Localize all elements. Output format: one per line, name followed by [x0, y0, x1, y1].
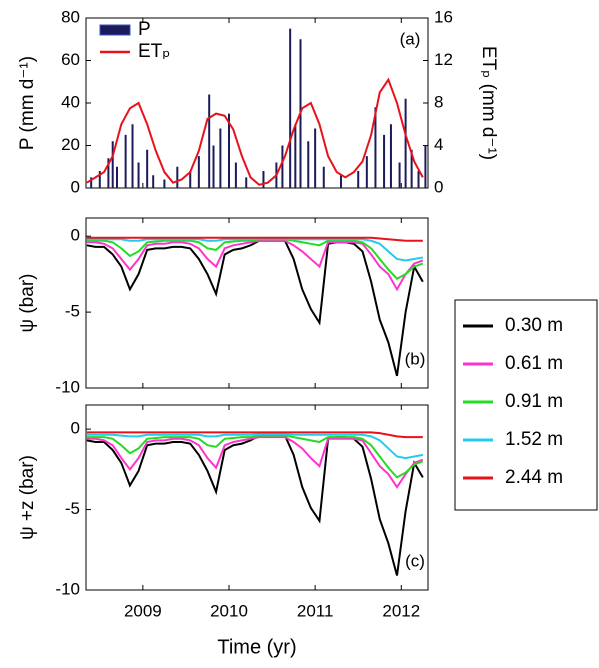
bar	[383, 134, 386, 188]
bar	[131, 124, 134, 188]
bar	[245, 177, 248, 188]
line-series	[86, 236, 423, 242]
bar	[357, 171, 360, 188]
legend-box	[454, 299, 598, 511]
y-tick-label: -5	[65, 499, 80, 518]
line-series	[86, 432, 424, 460]
panel-label: (a)	[400, 29, 421, 48]
bar	[262, 171, 265, 188]
y-tick-label: 60	[61, 50, 80, 69]
y-tick-label: 0	[71, 226, 80, 245]
x-tick-label: 2009	[124, 601, 162, 620]
bar	[234, 162, 237, 188]
bar	[289, 28, 292, 188]
plot-frame	[85, 217, 429, 389]
line-series	[86, 431, 423, 439]
legend-swatch	[99, 24, 131, 36]
y-axis-label: ψ (bar)	[17, 274, 38, 333]
bar	[189, 171, 192, 188]
bar	[107, 158, 110, 188]
y2-tick-label: 16	[434, 7, 453, 26]
panel-label: (b)	[405, 349, 426, 368]
bar	[176, 166, 179, 188]
bar	[98, 171, 101, 188]
plot-area	[86, 28, 427, 188]
bar	[404, 98, 407, 188]
panel-label: (c)	[405, 551, 425, 570]
x-tick-label: 2011	[297, 601, 334, 620]
plot-area	[86, 431, 424, 576]
bar	[410, 149, 413, 188]
y2-tick-label: 12	[434, 50, 453, 69]
bar	[322, 166, 325, 188]
bar	[281, 145, 284, 188]
bar	[212, 145, 215, 188]
legend-label: 1.52 m	[505, 429, 563, 450]
bar	[146, 149, 149, 188]
bar	[374, 107, 377, 188]
bar	[111, 141, 114, 188]
bar	[116, 166, 119, 188]
legend-label: 0.30 m	[505, 315, 563, 336]
y2-axis-label: ETₚ (mm d⁻¹)	[478, 46, 499, 160]
bar	[137, 162, 140, 188]
legend-label: 2.44 m	[505, 467, 563, 488]
line-series	[86, 239, 424, 292]
legend-label: 0.61 m	[505, 353, 563, 374]
legend-label: ETₚ	[138, 41, 170, 62]
bar	[424, 145, 427, 188]
y-tick-label: 80	[61, 7, 80, 26]
bar	[228, 113, 231, 188]
line-series	[86, 434, 424, 479]
bar	[417, 171, 420, 188]
bar	[197, 156, 200, 188]
y-tick-label: 20	[61, 135, 80, 154]
y-tick-label: 0	[71, 177, 80, 196]
plot-area	[86, 236, 424, 377]
bar	[208, 94, 211, 188]
x-tick-label: 2012	[382, 601, 420, 620]
y-tick-label: 40	[61, 92, 80, 111]
y2-tick-label: 8	[434, 92, 443, 111]
legend-label: 0.91 m	[505, 391, 563, 412]
y2-tick-label: 4	[434, 135, 443, 154]
bar	[365, 156, 368, 188]
y-tick-label: -5	[65, 302, 80, 321]
bar	[90, 177, 93, 188]
bar	[398, 162, 401, 188]
bar	[294, 124, 297, 188]
y2-tick-label: 0	[434, 177, 443, 196]
bar	[389, 124, 392, 188]
line-series	[86, 237, 424, 262]
line-series	[86, 77, 424, 186]
bar	[124, 134, 127, 188]
y-tick-label: 0	[71, 419, 80, 438]
y-tick-label: -10	[55, 579, 80, 598]
y-tick-label: -10	[55, 377, 80, 396]
plot-frame	[85, 404, 429, 591]
y-axis-label: P (mm d⁻¹)	[17, 56, 38, 150]
bar	[307, 141, 310, 188]
x-axis-label: Time (yr)	[217, 636, 296, 658]
line-series	[86, 239, 424, 377]
bar	[163, 179, 166, 188]
y-axis-label: ψ +z (bar)	[17, 455, 38, 540]
line-series	[86, 238, 424, 280]
legend-label: P	[138, 19, 151, 40]
x-tick-label: 2010	[210, 601, 248, 620]
line-series	[86, 436, 424, 489]
bar	[219, 128, 222, 188]
bar	[152, 175, 155, 188]
bar	[314, 128, 317, 188]
bar	[339, 175, 342, 188]
